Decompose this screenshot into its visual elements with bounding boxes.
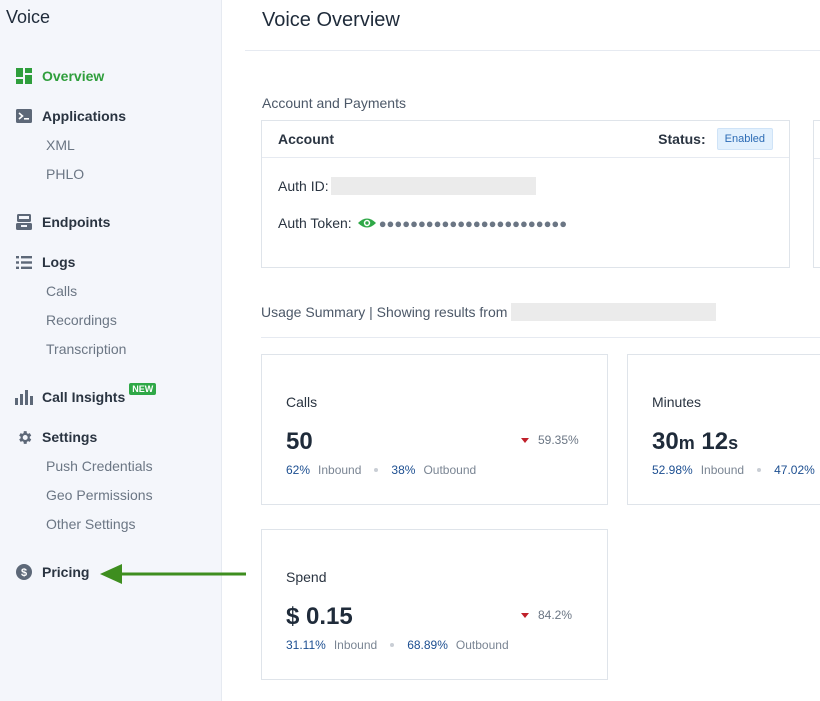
outbound-label: Outbound [455,638,509,652]
stat-split: 52.98% Inbound 47.02% [652,463,820,477]
down-arrow-icon [521,612,529,618]
account-section-label: Account and Payments [262,95,406,111]
stat-delta: 84.2% [521,608,572,622]
separator-dot [390,643,395,647]
outbound-label: Outbound [423,463,477,477]
outbound-pct: 38% [391,463,416,477]
eye-icon[interactable] [357,217,376,229]
auth-id-label: Auth ID: [278,178,329,194]
sidebar-item-settings[interactable]: Settings [15,427,97,447]
new-badge: NEW [129,383,157,395]
inbound-label: Inbound [700,463,745,477]
inbound-label: Inbound [333,638,378,652]
sidebar-item-label: Settings [42,429,98,445]
sidebar-item-phlo[interactable]: PHLO [46,166,85,182]
seconds-unit: s [728,433,739,453]
account-card-header: Account Status: Enabled [262,121,789,158]
down-arrow-icon [521,437,529,443]
minutes-unit: m [678,433,695,453]
sidebar-item-label: Call Insights [42,389,126,405]
auth-id-redacted [330,177,536,195]
account-card-title: Account [278,131,334,147]
inbound-pct: 52.98% [652,463,693,477]
status-group: Status: Enabled [658,128,773,150]
list-icon [15,253,33,271]
sidebar-title: Voice [6,7,51,27]
stat-delta-value: 84.2% [538,608,573,622]
sidebar-item-pricing[interactable]: $ Pricing [15,562,89,582]
inbound-label: Inbound [318,463,362,477]
sidebar-item-label: Logs [42,254,76,270]
stat-split: 31.11% Inbound 68.89% Outbound [286,638,509,652]
sidebar-item-geo-permissions[interactable]: Geo Permissions [46,487,153,503]
sidebar-item-other-settings[interactable]: Other Settings [46,516,136,532]
page-title: Voice Overview [262,9,400,31]
auth-token-row: Auth Token: ●●●●●●●●●●●●●●●●●●●●●●●● [278,215,567,231]
sidebar-item-call-insights[interactable]: Call Insights NEW [15,383,157,407]
stat-value: 50 [286,428,313,455]
header-divider [245,50,820,51]
endpoints-icon [15,213,33,231]
stat-title: Spend [286,569,327,585]
sidebar-item-label: Overview [42,68,105,84]
svg-text:$: $ [21,567,27,579]
stat-title: Minutes [652,394,702,410]
separator-dot [374,468,379,472]
stat-title: Calls [286,394,318,410]
outbound-pct: 47.02% [774,463,815,477]
minutes-value: 30 [652,428,679,455]
status-badge: Enabled [716,128,773,150]
sidebar-item-label: Pricing [42,564,90,580]
bar-chart-icon [15,388,33,406]
auth-token-label: Auth Token: [278,215,352,231]
sidebar-item-overview[interactable]: Overview [15,66,104,86]
auth-id-row: Auth ID: [278,177,536,195]
sidebar-item-recordings[interactable]: Recordings [46,312,117,328]
sidebar-item-transcription[interactable]: Transcription [46,341,127,357]
sidebar-item-label: Endpoints [42,214,111,230]
date-range-redacted [511,303,717,321]
sidebar-item-applications[interactable]: Applications [15,106,126,126]
dollar-icon: $ [15,563,33,581]
spend-stat-card: Spend $ 0.15 84.2% 31.11% Inbound 68.89%… [261,529,608,680]
stat-delta: 59.35% [521,433,579,447]
sidebar-item-label: Applications [42,108,127,124]
sidebar: Voice Overview Applications XML PHLO End… [0,0,222,701]
stat-value: $ 0.15 [286,603,353,630]
gear-icon [15,428,33,446]
sidebar-item-push-credentials[interactable]: Push Credentials [46,458,153,474]
annotation-arrow-icon [100,564,246,584]
separator-dot [757,468,762,472]
stat-split: 62% Inbound 38% Outbound [286,463,476,477]
dashboard-icon [15,67,33,85]
usage-divider [261,337,820,338]
calls-stat-card: Calls 50 59.35% 62% Inbound 38% Outbound [261,354,608,505]
usage-summary-label: Usage Summary | Showing results from [261,303,717,321]
account-card: Account Status: Enabled Auth ID: Auth To… [261,120,790,268]
outbound-pct: 68.89% [407,638,448,652]
auth-token-masked: ●●●●●●●●●●●●●●●●●●●●●●●● [378,215,568,231]
stat-value: 30m 12s [652,428,738,456]
minutes-stat-card: Minutes 30m 12s 52.98% Inbound 47.02% [627,354,820,505]
status-label: Status: [658,131,706,147]
sidebar-item-logs[interactable]: Logs [15,252,75,272]
usage-summary-text: Usage Summary | Showing results from [261,304,508,320]
sidebar-item-endpoints[interactable]: Endpoints [15,212,110,232]
stat-delta-value: 59.35% [538,433,579,447]
payments-card-edge [813,120,820,268]
terminal-icon [15,107,33,125]
inbound-pct: 62% [286,463,311,477]
sidebar-item-xml[interactable]: XML [46,137,75,153]
seconds-value: 12 [701,428,729,455]
inbound-pct: 31.11% [286,638,326,652]
sidebar-item-calls[interactable]: Calls [46,283,78,299]
